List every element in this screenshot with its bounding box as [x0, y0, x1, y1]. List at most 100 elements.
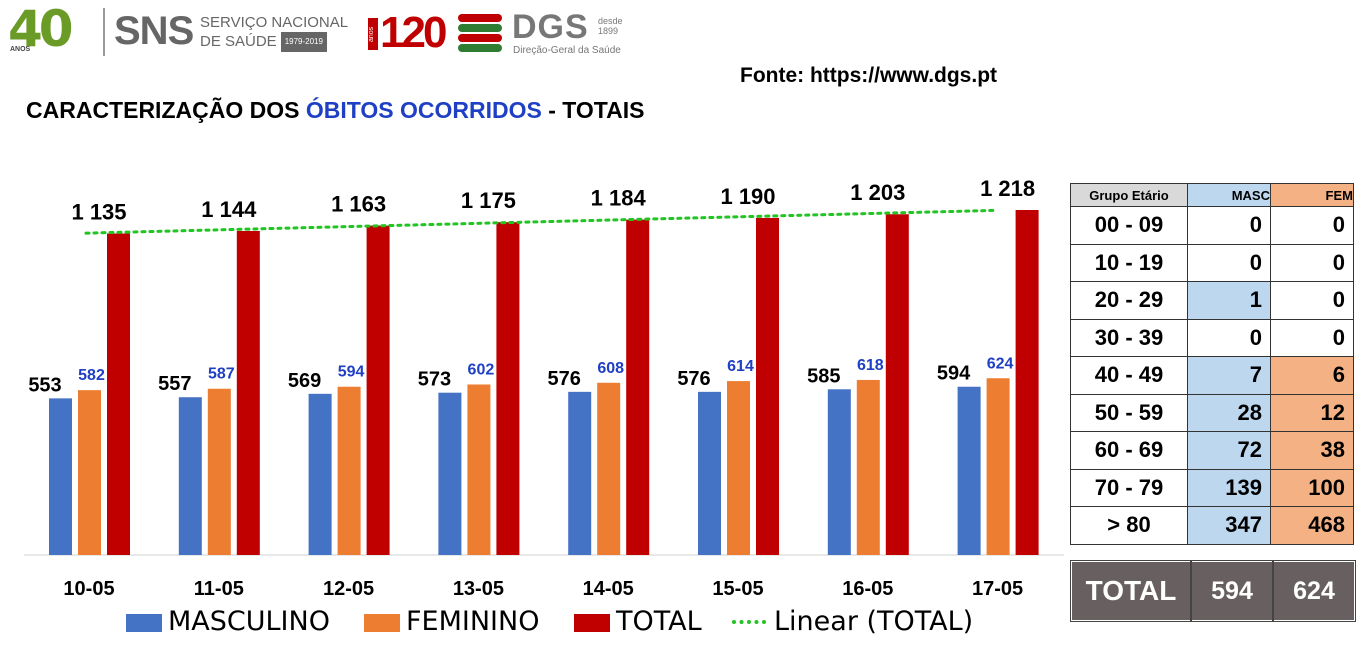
bar-feminino-15-05 [727, 381, 750, 555]
bar-feminino-13-05 [467, 384, 491, 555]
data-label-masculino-15-05: 576 [677, 368, 710, 390]
data-label-masculino-10-05: 553 [28, 374, 61, 396]
legend-label-feminino: FEMININO [406, 606, 540, 637]
data-label-masculino-13-05: 573 [418, 369, 451, 391]
legend-swatch-feminino [364, 614, 400, 632]
fem-cell: 468 [1270, 506, 1354, 545]
dgs-120-logo: 120 [380, 8, 447, 57]
bar-masculino-13-05 [438, 392, 462, 555]
sns-logo: SNS [114, 9, 194, 53]
age-group-cell: 10 - 19 [1070, 243, 1188, 282]
bar-masculino-10-05 [49, 398, 72, 555]
dgs-logo: DGS [512, 8, 589, 46]
data-label-total-17-05: 1 218 [980, 176, 1035, 201]
bar-total-13-05 [496, 222, 520, 555]
masc-cell: 28 [1187, 393, 1271, 432]
fem-cell: 0 [1270, 281, 1354, 320]
table-row: 60 - 69 72 38 [1070, 431, 1354, 470]
bar-masculino-11-05 [178, 397, 202, 555]
bar-masculino-17-05 [957, 386, 981, 555]
header: 40 ANOS SNS SERVIÇO NACIONAL DE SAÚDE 197… [0, 0, 700, 62]
bar-total-11-05 [236, 230, 260, 555]
age-group-cell: 40 - 49 [1070, 356, 1188, 395]
bar-masculino-12-05 [308, 393, 332, 555]
age-group-cell: 00 - 09 [1070, 206, 1188, 245]
fem-cell: 0 [1270, 318, 1354, 357]
masc-cell: 1 [1187, 281, 1271, 320]
bar-feminino-17-05 [986, 378, 1010, 555]
data-label-total-13-05: 1 175 [461, 188, 516, 213]
dgs-full-name: Direção-Geral da Saúde [513, 45, 621, 56]
age-group-cell: 60 - 69 [1070, 431, 1188, 470]
bar-feminino-10-05 [78, 390, 101, 555]
x-tick-label-15-05: 15-05 [712, 578, 763, 600]
legend-feminino: FEMININO [362, 604, 539, 640]
fem-cell: 0 [1270, 206, 1354, 245]
bar-total-15-05 [756, 217, 779, 555]
logo-40-number: 40 [8, 0, 74, 58]
masc-cell: 0 [1187, 243, 1271, 282]
fem-cell: 6 [1270, 356, 1354, 395]
data-label-feminino-11-05: 587 [208, 366, 235, 383]
age-group-cell: 50 - 59 [1070, 393, 1188, 432]
age-header-masc: MASC [1187, 183, 1271, 207]
bar-total-17-05 [1015, 210, 1039, 555]
age-group-cell: 70 - 79 [1070, 468, 1188, 507]
masc-cell: 7 [1187, 356, 1271, 395]
fem-cell: 12 [1270, 393, 1354, 432]
table-row: 50 - 59 28 12 [1070, 393, 1354, 432]
age-group-cell: 30 - 39 [1070, 318, 1188, 357]
total-row: TOTAL 594 624 [1070, 560, 1356, 622]
bar-total-10-05 [107, 233, 130, 555]
legend-swatch-total [574, 614, 610, 632]
x-tick-label-12-05: 12-05 [323, 578, 374, 600]
bar-masculino-14-05 [568, 391, 592, 555]
data-label-total-11-05: 1 144 [201, 197, 257, 222]
bar-feminino-16-05 [856, 379, 880, 555]
legend-label-total: TOTAL [616, 606, 702, 637]
legend-swatch-masculino [126, 614, 162, 632]
masc-cell: 347 [1187, 506, 1271, 545]
data-label-feminino-16-05: 618 [857, 357, 884, 374]
bar-feminino-12-05 [337, 386, 361, 555]
sns-line1: SERVIÇO NACIONAL [200, 14, 349, 31]
table-row: 00 - 09 0 0 [1070, 206, 1354, 245]
legend-label-trend: Linear (TOTAL) [774, 606, 974, 637]
x-tick-label-14-05: 14-05 [583, 578, 634, 600]
age-header-fem: FEM [1270, 183, 1354, 207]
x-tick-label-13-05: 13-05 [453, 578, 504, 600]
data-label-masculino-16-05: 585 [807, 365, 840, 387]
data-label-total-10-05: 1 135 [71, 200, 126, 225]
x-tick-label-16-05: 16-05 [842, 578, 893, 600]
chart-legend: MASCULINO FEMININO TOTAL Linear (TOTAL) [124, 604, 1024, 640]
age-group-cell: > 80 [1070, 506, 1188, 545]
source-note: Fonte: https://www.dgs.pt [740, 64, 998, 87]
dgs-120-anos-label: anos [368, 18, 378, 50]
chart-title: CARACTERIZAÇÃO DOS ÓBITOS OCORRIDOS - TO… [26, 97, 645, 124]
bar-total-14-05 [626, 219, 650, 555]
total-fem: 624 [1272, 560, 1356, 622]
logo-divider [103, 8, 105, 56]
legend-label-masculino: MASCULINO [168, 606, 330, 637]
data-label-feminino-10-05: 582 [78, 367, 105, 384]
total-table: TOTAL 594 624 [1070, 560, 1356, 622]
age-header-group: Grupo Etário [1070, 183, 1188, 207]
x-tick-label-17-05: 17-05 [972, 578, 1023, 600]
legend-total: TOTAL [574, 604, 702, 640]
masc-cell: 72 [1187, 431, 1271, 470]
data-label-total-14-05: 1 184 [591, 186, 647, 211]
bar-total-12-05 [366, 225, 390, 555]
data-label-feminino-14-05: 608 [597, 360, 624, 377]
data-label-masculino-11-05: 557 [158, 373, 191, 395]
sns-full-name: SERVIÇO NACIONAL DE SAÚDE 1979-2019 [200, 14, 348, 52]
dgs-emblem-icon [458, 14, 502, 52]
sns-years-badge: 1979-2019 [280, 32, 327, 52]
age-group-cell: 20 - 29 [1070, 281, 1188, 320]
total-label: TOTAL [1070, 560, 1192, 622]
data-label-feminino-15-05: 614 [727, 358, 754, 375]
dgs-since: desde 1899 [598, 16, 623, 36]
bar-masculino-16-05 [827, 389, 851, 555]
bar-masculino-15-05 [698, 391, 721, 555]
bar-feminino-11-05 [207, 388, 231, 555]
logo-40-sub: ANOS [10, 46, 31, 53]
